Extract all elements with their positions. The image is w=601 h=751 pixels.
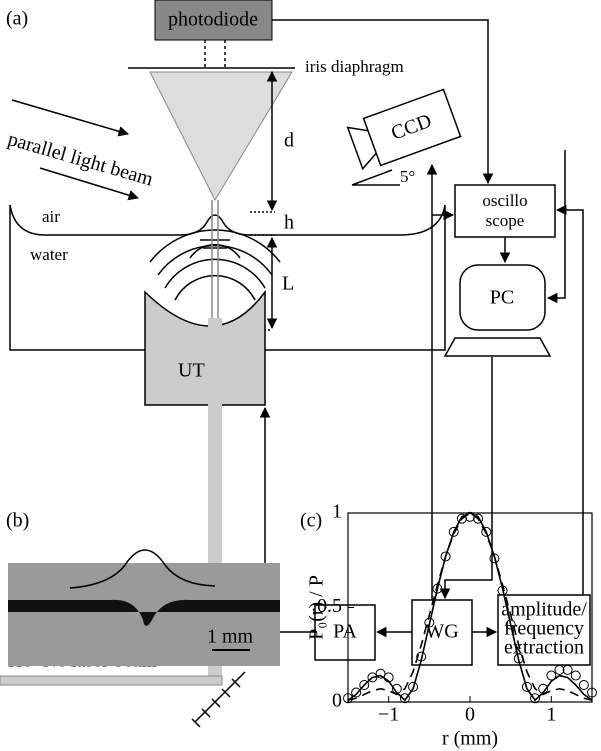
panel-label: (b) [6, 510, 29, 532]
h-guides [250, 211, 275, 236]
data-point [554, 664, 565, 675]
air-label: air [42, 207, 60, 226]
data-point [399, 693, 410, 704]
y-axis-label: P₀(r) / P [306, 575, 328, 640]
beam-label: parallel light beam [5, 128, 156, 191]
L-label: L [282, 273, 294, 295]
data-point [562, 664, 573, 675]
data-point [521, 681, 532, 692]
extraction-label: extraction [504, 637, 584, 659]
pc-base [443, 337, 552, 357]
data-point [375, 668, 386, 679]
x-tick-label: −1 [378, 704, 399, 726]
data-point [351, 687, 362, 698]
pc-box [459, 264, 546, 331]
x-axis-label: r (mm) [442, 728, 498, 750]
beam-arrow [39, 167, 140, 201]
panel-label: (c) [300, 510, 322, 532]
scale-label: 1 mm [207, 626, 254, 648]
x-tick-label: 1 [546, 704, 556, 726]
pa-label: PA [333, 621, 357, 643]
light-cone [149, 71, 293, 202]
data-point [473, 513, 484, 524]
d-label: d [284, 130, 294, 152]
aperture [204, 40, 226, 68]
curve [347, 512, 593, 702]
data-point [489, 553, 500, 564]
data-point [448, 526, 459, 537]
photodiode-box [154, 0, 273, 41]
y-tick-label: 0 [332, 690, 342, 712]
panel-b: (b) 1 mm [6, 510, 280, 666]
extraction-label: amplitude/ [501, 599, 587, 621]
iris-label: iris diaphragm [305, 57, 404, 76]
wg-label: WG [425, 621, 458, 643]
water-label: water [30, 245, 68, 264]
y-tick-label: 0.5 [317, 595, 342, 617]
ccd-camera: CCD [346, 88, 462, 171]
h-label: h [284, 212, 294, 234]
data-point [440, 551, 451, 562]
extraction-box [497, 594, 591, 666]
data-point [530, 693, 541, 704]
pa-box [314, 604, 376, 661]
data-point [587, 687, 597, 698]
panel-label: (a) [6, 8, 28, 30]
y-tick-label: 1 [332, 501, 342, 523]
data-point [481, 526, 492, 537]
data-point [343, 693, 353, 704]
data-point [546, 670, 557, 681]
angle-label: 5° [400, 167, 415, 186]
ut-label: UT [178, 360, 205, 382]
photo-dark [8, 599, 280, 626]
oscilloscope-label: oscillo [482, 191, 527, 210]
profile [69, 549, 216, 589]
data-point [359, 679, 370, 690]
water-surface [9, 204, 446, 236]
data-point [367, 672, 378, 683]
angle-mark [351, 169, 400, 186]
oscilloscope-label: scope [486, 211, 525, 230]
x-tick-label: 0 [465, 704, 475, 726]
data-point [578, 679, 589, 690]
extraction-label: frequency [504, 618, 584, 640]
wavefronts [149, 229, 281, 301]
data-point [505, 619, 516, 630]
data-point [408, 681, 419, 692]
pc-label: PC [490, 287, 514, 309]
data-point [570, 670, 581, 681]
wg-box [411, 599, 473, 666]
panel-c: (c) −1 0 1 0 0.5 1 r (mm) P₀(r) / P [300, 501, 597, 750]
data-point [456, 513, 467, 524]
transducer [144, 289, 266, 406]
beam-arrow [11, 99, 130, 137]
laser-horizontal [0, 675, 223, 686]
mirror [191, 671, 246, 728]
photodiode-label: photodiode [168, 9, 258, 31]
